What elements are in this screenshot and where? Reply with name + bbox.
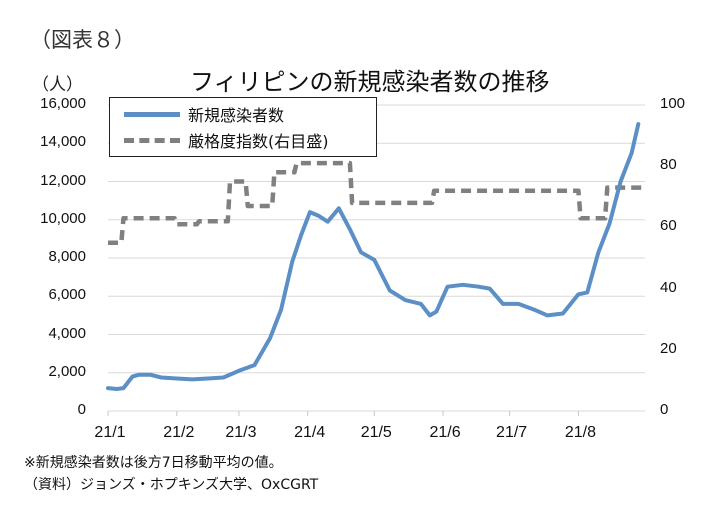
stringency-index-line bbox=[108, 160, 645, 245]
new-cases-line bbox=[106, 122, 641, 391]
solid-line-swatch-icon bbox=[124, 111, 180, 117]
right-y-tick-label: 20 bbox=[660, 339, 677, 357]
left-axis-unit: （人） bbox=[32, 75, 83, 95]
left-y-tick-label: 6,000 bbox=[48, 286, 86, 304]
x-tick-label: 21/6 bbox=[429, 424, 461, 441]
left-y-tick-label: 2,000 bbox=[48, 362, 86, 380]
left-y-tick-label: 0 bbox=[77, 401, 86, 418]
dashed-line-swatch-icon bbox=[124, 137, 180, 143]
left-y-tick-label: 10,000 bbox=[40, 209, 86, 227]
x-tick-label: 21/2 bbox=[163, 424, 195, 441]
x-tick-label: 21/1 bbox=[94, 424, 126, 441]
right-y-tick-label: 60 bbox=[660, 217, 677, 235]
left-y-tick-label: 8,000 bbox=[48, 248, 86, 265]
left-y-tick-label: 4,000 bbox=[48, 324, 86, 342]
right-y-tick-label: 40 bbox=[660, 278, 677, 296]
legend-label: 厳格度指数(右目盛) bbox=[188, 132, 329, 151]
left-y-tick-label: 14,000 bbox=[40, 133, 86, 151]
x-tick-label: 21/4 bbox=[294, 424, 326, 441]
x-tick-label: 21/8 bbox=[564, 424, 596, 441]
source-note: （資料）ジョンズ・ホプキンズ大学、OxCGRT bbox=[24, 477, 319, 493]
legend-item-stringency: 厳格度指数(右目盛) bbox=[124, 128, 329, 152]
figure-label: （図表８） bbox=[30, 28, 135, 52]
x-tick-label: 21/5 bbox=[360, 424, 392, 441]
legend-label: 新規感染者数 bbox=[188, 106, 285, 125]
x-tick-label: 21/3 bbox=[225, 424, 257, 441]
left-y-tick-label: 16,000 bbox=[40, 95, 86, 112]
footnote: ※新規感染者数は後方7日移動平均の値。 bbox=[24, 455, 283, 471]
x-tick-label: 21/7 bbox=[496, 424, 528, 441]
x-axis bbox=[107, 411, 579, 416]
chart-title: フィリピンの新規感染者数の推移 bbox=[190, 68, 550, 96]
right-y-tick-label: 80 bbox=[660, 156, 677, 174]
right-y-tick-label: 0 bbox=[660, 401, 669, 418]
legend-item-new-cases: 新規感染者数 bbox=[124, 102, 284, 126]
right-y-tick-label: 100 bbox=[660, 95, 686, 112]
left-y-tick-label: 12,000 bbox=[40, 171, 86, 189]
legend: 新規感染者数 厳格度指数(右目盛) bbox=[109, 97, 377, 157]
